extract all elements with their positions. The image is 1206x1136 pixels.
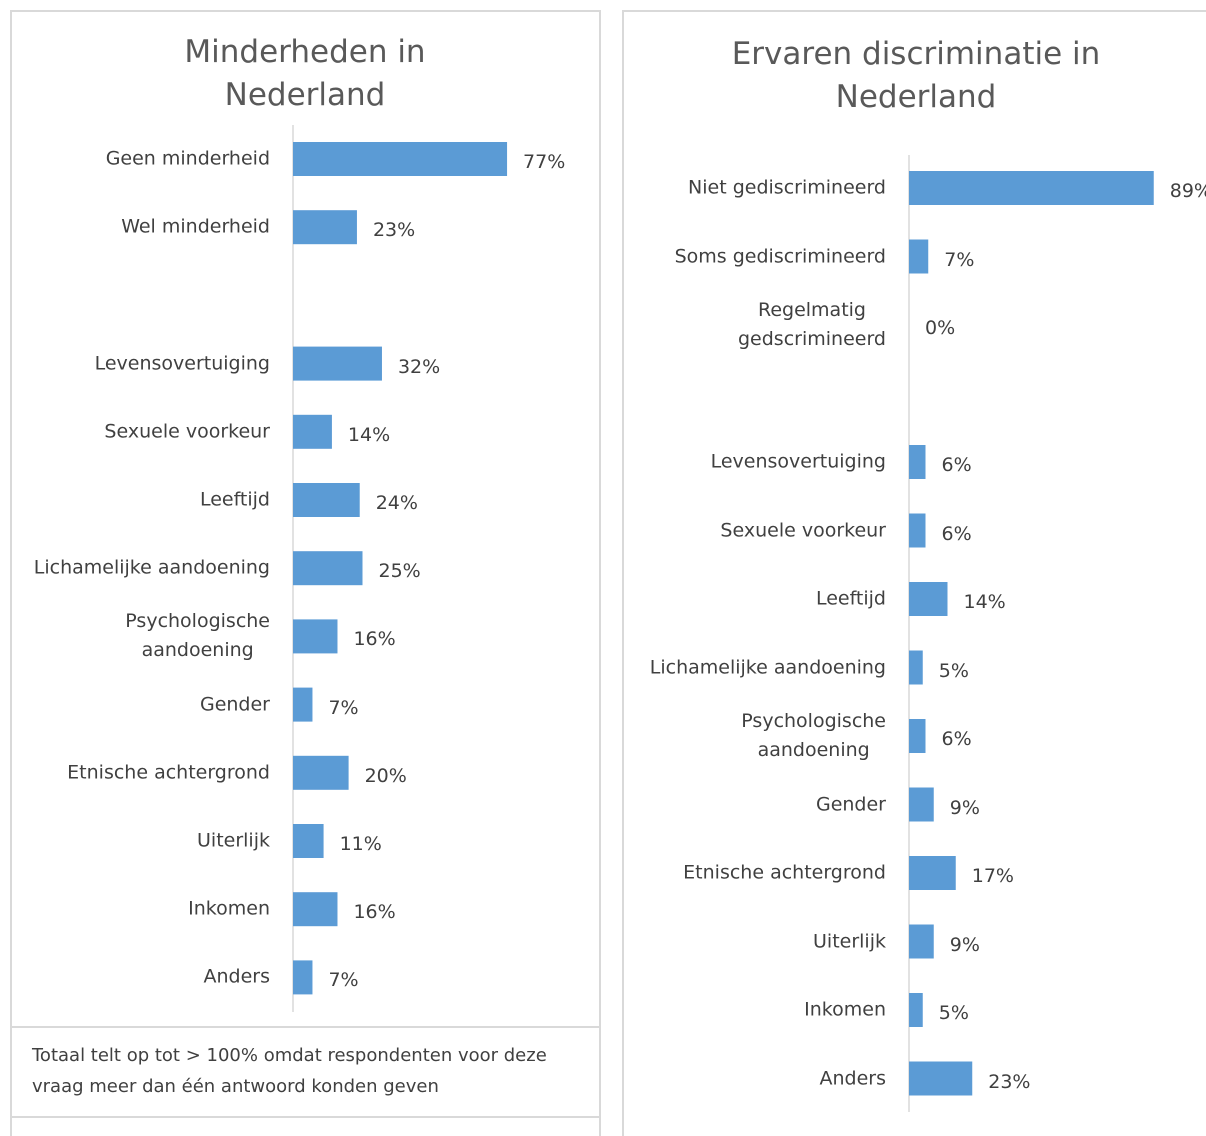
value-label: 32% (397, 355, 441, 378)
bar (293, 892, 338, 927)
value-label: 17% (971, 865, 1014, 887)
value-label: 5% (938, 659, 969, 682)
category-label: Psychologische aandoening (125, 610, 270, 662)
left-panel (10, 10, 601, 1136)
bar (909, 924, 934, 959)
category-label: Sexuele voorkeur (720, 519, 886, 541)
category-label: Psychologische aandoening (741, 710, 886, 761)
bar (909, 1061, 973, 1096)
category-label: Sexuele voorkeur (104, 420, 270, 443)
bar (293, 346, 382, 381)
bar (909, 650, 923, 685)
value-label: 9% (949, 933, 980, 956)
footnote-box (10, 1026, 601, 1118)
value-label: 23% (988, 1070, 1031, 1093)
bar (909, 787, 934, 822)
category-label: Inkomen (188, 897, 270, 920)
category-label: Inkomen (804, 998, 886, 1021)
category-label: Etnische achtergrond (67, 761, 270, 784)
bar (293, 687, 313, 722)
value-label: 7% (328, 969, 359, 992)
category-label: Wel minderheid (121, 215, 270, 238)
bar (909, 993, 923, 1027)
value-label: 23% (372, 219, 416, 242)
right-panel (622, 10, 1206, 1136)
bar (293, 551, 363, 586)
chart-title: Minderheden in Nederland (184, 34, 426, 113)
value-label: 25% (378, 560, 421, 583)
value-label: 11% (339, 833, 382, 855)
bar (293, 210, 357, 245)
category-label: Levensovertuiging (94, 352, 270, 375)
category-label: Uiterlijk (197, 829, 270, 852)
category-label: Gender (815, 793, 886, 815)
category-label: Levensovertuiging (710, 450, 886, 473)
value-label: 7% (944, 248, 975, 271)
value-label: 6% (941, 522, 972, 545)
value-label: 6% (941, 728, 972, 750)
value-label: 0% (925, 317, 956, 339)
bar (293, 619, 338, 654)
category-label: Regelmatig gedscrimineerd (738, 299, 886, 350)
value-label: 5% (938, 1002, 969, 1024)
category-label: Niet gediscrimineerd (688, 176, 886, 199)
value-label: 14% (347, 423, 391, 446)
value-label: 6% (941, 454, 972, 476)
value-label: 14% (963, 591, 1006, 613)
category-label: Leeftijd (815, 587, 886, 610)
bar (293, 414, 332, 449)
category-label: Geen minderheid (105, 147, 270, 170)
category-label: Uiterlijk (813, 930, 886, 952)
value-label: 20% (364, 764, 407, 787)
value-label: 9% (949, 796, 980, 819)
category-label: Lichamelijke aandoening (33, 556, 270, 579)
category-label: Anders (819, 1067, 887, 1089)
value-label: 24% (375, 492, 418, 514)
bar (909, 445, 926, 479)
category-label: Anders (203, 965, 271, 988)
footnote: Totaal telt op tot > 100% omdat responde… (32, 1045, 547, 1097)
category-label: Lichamelijke aandoening (649, 656, 886, 678)
bar (293, 755, 349, 790)
chart-title: Ervaren discriminatie in Nederland (731, 36, 1101, 115)
bar (293, 960, 313, 995)
bar (909, 513, 926, 548)
value-label: 77% (523, 151, 566, 173)
category-label: Etnische achtergrond (683, 861, 886, 884)
bar (909, 719, 926, 753)
value-label: 89% (1169, 180, 1206, 202)
category-label: Leeftijd (199, 488, 270, 511)
bar (293, 483, 360, 517)
bar (909, 856, 956, 890)
bar (909, 582, 948, 616)
bar (909, 239, 929, 274)
bar (909, 171, 1154, 205)
category-label: Gender (199, 693, 270, 716)
value-label: 16% (353, 628, 396, 651)
bar (293, 142, 508, 176)
bar (293, 824, 324, 858)
value-label: 16% (353, 901, 396, 924)
value-label: 7% (328, 696, 359, 719)
category-label: Soms gediscrimineerd (674, 245, 886, 267)
